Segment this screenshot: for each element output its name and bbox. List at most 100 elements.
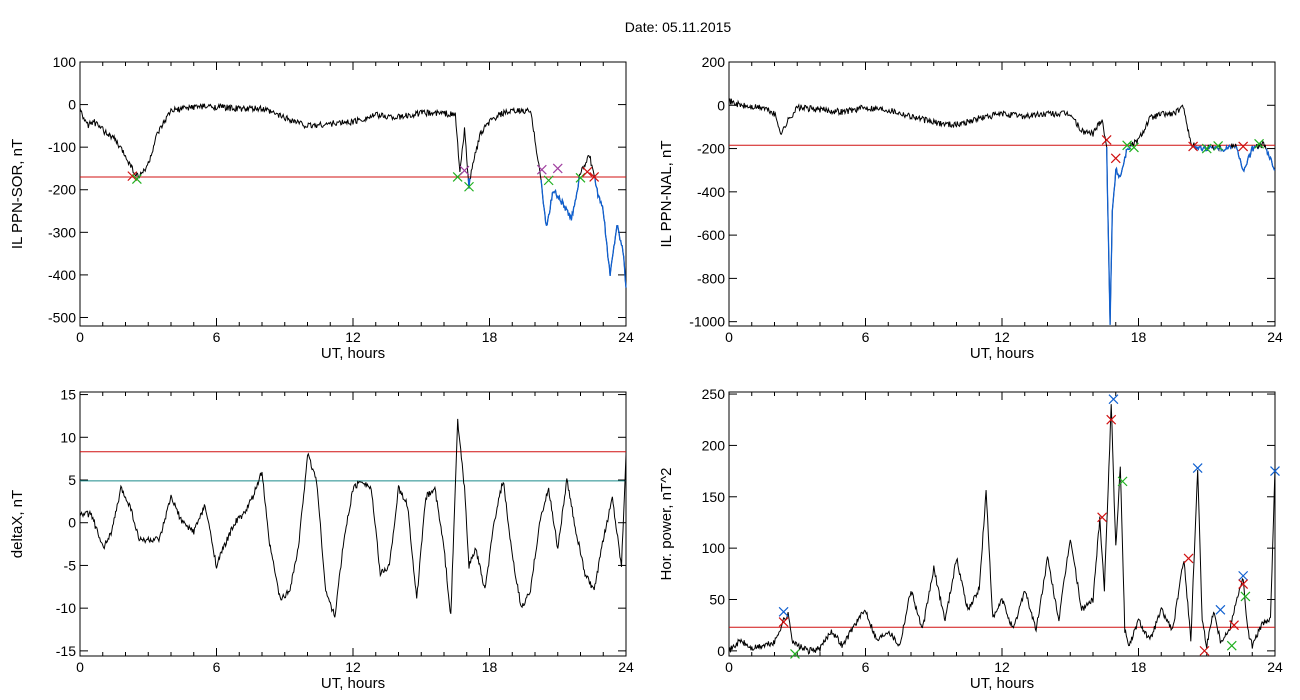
x-axis-label: UT, hours — [970, 675, 1034, 692]
x-tick-label: 18 — [1131, 659, 1147, 675]
marker-blue — [1108, 394, 1119, 405]
x-tick-label: 0 — [76, 659, 84, 675]
x-tick-label: 6 — [862, 329, 870, 345]
marker-red — [1238, 579, 1249, 590]
plot-frame — [728, 391, 1276, 657]
marker-red — [1097, 512, 1108, 523]
highlight-segment — [1265, 148, 1276, 171]
x-axis-label: UT, hours — [321, 345, 385, 362]
highlight-segment — [1106, 145, 1131, 325]
series-line — [79, 418, 627, 618]
y-tick-label: 0 — [717, 97, 725, 113]
panel-deltax: 0 6 12 18 24 15 10 5 0 -5 -10 -15 UT, hours deltaX, n… — [9, 387, 634, 692]
marker-blue — [778, 606, 789, 617]
y-tick-label: -200 — [697, 141, 725, 157]
x-tick-label: 12 — [345, 659, 361, 675]
y-tick-label: 0 — [717, 643, 725, 659]
marker-red — [1183, 553, 1194, 564]
plot-frame — [79, 61, 627, 327]
marker-red — [1229, 620, 1239, 631]
highlight-segment — [1208, 144, 1213, 150]
x-tick-label: 24 — [1267, 329, 1283, 345]
marker-green — [790, 649, 800, 659]
x-tick-label: 18 — [482, 329, 498, 345]
marker-red — [589, 172, 600, 182]
panel-ppn-sor: 0 6 12 18 24 100 0 -100 -200 -300 -400 -500 UT, hour… — [9, 54, 634, 362]
highlight-segment — [1233, 146, 1236, 149]
y-tick-label: 15 — [60, 387, 76, 403]
marker-green — [1240, 591, 1251, 602]
marker-green — [1213, 141, 1224, 151]
marker-green — [543, 175, 554, 186]
x-tick-label: 12 — [994, 659, 1010, 675]
x-axis-label: UT, hours — [321, 675, 385, 692]
y-tick-label: 150 — [702, 489, 726, 505]
y-tick-label: -15 — [56, 643, 76, 659]
x-tick-label: 0 — [76, 329, 84, 345]
y-tick-label: -800 — [697, 270, 725, 286]
series-line — [728, 98, 1276, 325]
marker-green — [464, 181, 474, 192]
y-tick-label: 100 — [702, 540, 726, 556]
y-tick-label: -400 — [48, 267, 76, 283]
marker-purple — [552, 163, 563, 174]
y-tick-label: -5 — [64, 557, 77, 573]
marker-green — [131, 174, 142, 185]
marker-green — [1201, 143, 1212, 154]
marker-blue — [1215, 604, 1226, 615]
y-tick-label: 100 — [53, 54, 77, 70]
y-axis-label: deltaX, nT — [9, 490, 26, 558]
y-axis-label: Hor. power, nT^2 — [658, 468, 675, 581]
marker-green — [1117, 476, 1128, 487]
x-tick-label: 6 — [213, 329, 221, 345]
marker-red — [582, 166, 593, 177]
x-tick-label: 12 — [345, 329, 361, 345]
marker-red — [1199, 645, 1210, 656]
marker-green — [1129, 142, 1139, 153]
x-tick-label: 6 — [213, 659, 221, 675]
y-tick-label: 0 — [68, 97, 76, 113]
marker-red — [127, 171, 138, 182]
highlight-segment — [1235, 144, 1257, 173]
x-axis-label: UT, hours — [970, 345, 1034, 362]
y-tick-label: 200 — [702, 437, 726, 453]
marker-blue — [1270, 466, 1280, 477]
x-tick-label: 0 — [725, 329, 733, 345]
y-tick-label: -10 — [56, 600, 76, 616]
marker-blue — [1192, 463, 1203, 473]
x-tick-label: 24 — [618, 659, 634, 675]
x-tick-label: 18 — [1131, 329, 1147, 345]
y-tick-label: -1000 — [689, 314, 725, 330]
marker-red — [1101, 134, 1112, 145]
x-tick-label: 18 — [482, 659, 498, 675]
marker-green — [575, 172, 586, 183]
x-tick-label: 6 — [862, 659, 870, 675]
series-line — [728, 404, 1276, 655]
plot-frame — [79, 391, 627, 657]
x-tick-label: 24 — [1267, 659, 1283, 675]
marker-green — [1254, 138, 1264, 149]
marker-red — [1238, 141, 1249, 152]
x-tick-label: 0 — [725, 659, 733, 675]
panel-ppn-nal: 0 6 12 18 24 200 0 -200 -400 -600 -800 -1000 UT, hou… — [658, 54, 1283, 362]
marker-blue — [1238, 570, 1249, 581]
y-axis-label: IL PPN-SOR, nT — [9, 139, 26, 249]
highlight-segment — [594, 177, 627, 288]
marker-green — [1122, 140, 1133, 151]
marker-purple — [459, 165, 470, 176]
y-tick-label: -200 — [48, 182, 76, 198]
x-tick-label: 12 — [994, 329, 1010, 345]
y-tick-label: -500 — [48, 309, 76, 325]
y-tick-label: -300 — [48, 224, 76, 240]
marker-green — [1226, 640, 1237, 651]
highlight-segment — [540, 177, 580, 227]
marker-purple — [536, 164, 547, 175]
y-tick-label: 10 — [60, 429, 76, 445]
figure-title: Date: 05.11.2015 — [624, 19, 732, 35]
marker-red — [778, 617, 789, 628]
highlight-segment — [467, 177, 471, 189]
y-tick-label: 200 — [702, 54, 726, 70]
y-tick-label: 0 — [68, 515, 76, 531]
marker-red — [1110, 153, 1121, 164]
